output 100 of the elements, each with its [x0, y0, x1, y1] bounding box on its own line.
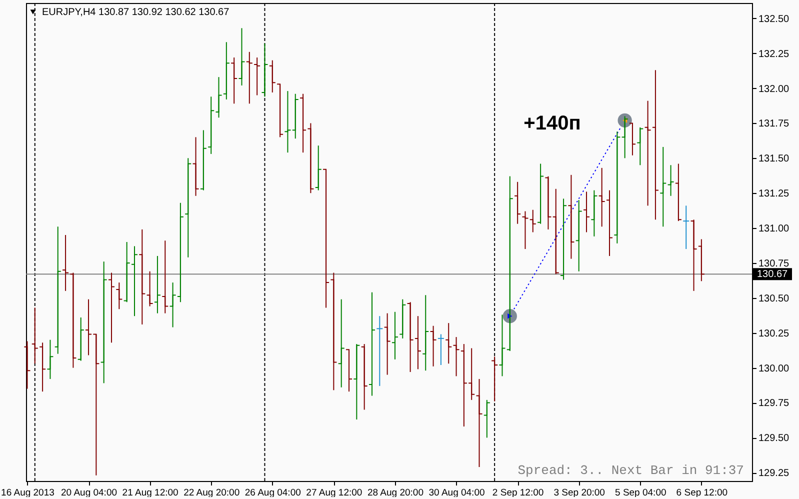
candlestick [644, 100, 652, 206]
candlestick [39, 342, 46, 392]
candlestick [24, 340, 31, 390]
candlestick [268, 60, 276, 93]
candlestick [238, 28, 246, 86]
candlestick [254, 57, 261, 96]
candlestick [698, 238, 705, 282]
chart-title: EURJPY,H4 130.87 130.92 130.62 130.67 [42, 7, 230, 18]
candlestick [391, 311, 398, 360]
candlestick [636, 126, 644, 166]
candlestick [123, 242, 130, 303]
candlestick [590, 190, 598, 237]
candlestick [276, 84, 284, 138]
y-tick-label: 130.50 [758, 293, 790, 304]
y-tick-label: 131.00 [758, 224, 790, 235]
candlestick [314, 145, 322, 191]
candlestick [483, 399, 490, 438]
candlestick [192, 136, 200, 196]
candlestick [246, 51, 253, 104]
candlestick [568, 174, 575, 260]
candlestick [184, 158, 192, 258]
candlestick [544, 176, 552, 230]
candlestick [399, 298, 406, 339]
candlestick [108, 272, 115, 344]
candlestick [537, 163, 544, 224]
candlestick [54, 226, 62, 354]
candlestick [406, 302, 414, 372]
y-tick-label: 131.50 [758, 154, 790, 165]
candlestick [445, 322, 452, 364]
candlestick [31, 307, 38, 364]
candlestick [322, 168, 330, 308]
candlestick [384, 312, 391, 376]
candlestick [368, 292, 376, 396]
candlestick [284, 90, 292, 154]
candlestick [430, 325, 437, 367]
candlestick [292, 93, 299, 140]
candlestick [100, 261, 108, 384]
candlestick [154, 255, 161, 314]
candlestick [346, 349, 353, 392]
candlestick [514, 181, 522, 224]
candlestick [437, 334, 444, 366]
candlestick [116, 282, 123, 310]
candlestick [353, 344, 360, 420]
candlestick [138, 228, 146, 325]
candlestick [146, 270, 154, 307]
y-tick-label: 131.25 [758, 188, 790, 200]
candlestick [176, 202, 184, 303]
candlestick [552, 188, 560, 275]
candlestick [169, 282, 176, 328]
candlestick [307, 122, 314, 194]
candlestick [230, 57, 238, 104]
candlestick [674, 163, 682, 222]
candlestick [414, 316, 422, 370]
candlestick [476, 378, 483, 468]
y-tick-label: 129.75 [758, 398, 790, 410]
annotation: +140п [524, 112, 581, 134]
candlestick [208, 96, 215, 154]
candlestick [215, 76, 222, 118]
candlestick [606, 190, 613, 256]
candlestick [575, 200, 582, 272]
y-tick-label: 132.00 [758, 84, 790, 95]
y-tick-label: 130.00 [758, 363, 790, 374]
y-tick-label: 132.50 [758, 14, 790, 25]
candlestick [682, 205, 690, 250]
candlestick [162, 240, 169, 314]
y-tick-label: 130.75 [758, 258, 790, 270]
candlestick [360, 344, 368, 410]
candlestick [652, 70, 659, 220]
candlestick [628, 122, 636, 156]
y-tick-label: 131.75 [758, 118, 790, 130]
candlestick [667, 164, 674, 196]
candlestick [222, 42, 230, 100]
candlestick [70, 272, 77, 368]
candlestick [261, 43, 268, 98]
y-tick-label: 129.50 [758, 433, 790, 444]
candlestick [338, 298, 345, 388]
candlestick [522, 210, 529, 250]
candlestick [614, 131, 621, 244]
candlestick [452, 336, 460, 377]
y-tick-label: 132.25 [758, 48, 790, 60]
candlestick [491, 356, 498, 402]
candlestick [598, 167, 606, 228]
candlestick [660, 146, 667, 228]
candlestick [46, 339, 54, 380]
candlestick [498, 314, 506, 377]
candlestick [376, 316, 384, 386]
candlestick [77, 316, 84, 362]
candlestick [200, 130, 207, 191]
candlestick [560, 198, 568, 280]
ref-line-label: 130.67 [757, 269, 788, 280]
y-tick-label: 129.25 [758, 468, 790, 480]
candlestick [690, 219, 698, 292]
annotation: Spread: 3.. Next Bar in 91:37 [518, 463, 744, 478]
candlestick [422, 294, 430, 372]
candlestick [529, 209, 536, 233]
candlestick [330, 272, 338, 391]
candlestick [300, 93, 307, 154]
candlestick [130, 246, 138, 317]
candlestick [583, 191, 590, 233]
candlestick [62, 234, 70, 292]
